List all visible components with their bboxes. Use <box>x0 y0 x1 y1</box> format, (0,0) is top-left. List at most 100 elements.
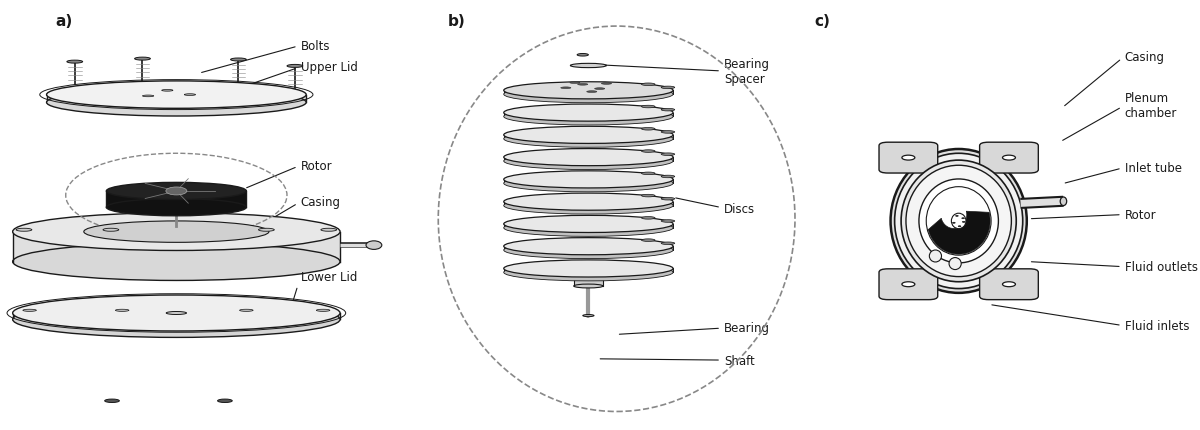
Polygon shape <box>504 135 673 139</box>
Circle shape <box>166 187 187 196</box>
Ellipse shape <box>504 109 673 126</box>
FancyBboxPatch shape <box>979 269 1038 300</box>
Circle shape <box>902 282 914 287</box>
Polygon shape <box>504 91 673 95</box>
Ellipse shape <box>906 166 1012 277</box>
Text: c): c) <box>814 14 830 29</box>
Ellipse shape <box>504 197 673 215</box>
Ellipse shape <box>84 221 269 243</box>
Ellipse shape <box>919 180 998 263</box>
Text: Bolts: Bolts <box>202 40 330 73</box>
Circle shape <box>953 223 955 224</box>
Ellipse shape <box>230 59 246 62</box>
Text: Shaft: Shaft <box>600 354 755 367</box>
Ellipse shape <box>504 131 673 148</box>
Ellipse shape <box>23 310 36 312</box>
Ellipse shape <box>583 315 594 317</box>
Ellipse shape <box>642 150 655 153</box>
Circle shape <box>902 156 914 161</box>
Ellipse shape <box>661 220 674 223</box>
Ellipse shape <box>504 153 673 170</box>
Text: a): a) <box>55 14 73 29</box>
Ellipse shape <box>115 310 128 312</box>
Ellipse shape <box>1061 197 1067 206</box>
Ellipse shape <box>504 105 673 122</box>
Polygon shape <box>47 95 306 103</box>
Ellipse shape <box>570 64 606 68</box>
Ellipse shape <box>134 58 150 61</box>
Ellipse shape <box>661 243 674 245</box>
Ellipse shape <box>574 284 604 288</box>
Ellipse shape <box>577 84 588 86</box>
Ellipse shape <box>661 176 674 178</box>
Ellipse shape <box>13 302 340 338</box>
Ellipse shape <box>107 183 246 200</box>
Ellipse shape <box>13 213 340 251</box>
Ellipse shape <box>240 310 253 312</box>
Text: Discs: Discs <box>676 199 755 215</box>
Circle shape <box>1002 156 1015 161</box>
Text: Rotor: Rotor <box>247 160 332 188</box>
Circle shape <box>959 226 961 227</box>
Ellipse shape <box>570 83 580 84</box>
Circle shape <box>962 222 965 223</box>
Ellipse shape <box>661 131 674 134</box>
Polygon shape <box>504 224 673 228</box>
Ellipse shape <box>926 187 991 255</box>
Ellipse shape <box>504 260 673 277</box>
Ellipse shape <box>504 86 673 104</box>
Text: Fluid outlets: Fluid outlets <box>1032 261 1198 273</box>
Ellipse shape <box>504 242 673 259</box>
Ellipse shape <box>642 239 655 242</box>
Ellipse shape <box>366 241 382 250</box>
Polygon shape <box>504 269 673 273</box>
Polygon shape <box>504 158 673 162</box>
Ellipse shape <box>642 128 655 131</box>
Polygon shape <box>504 180 673 184</box>
Ellipse shape <box>901 161 1016 282</box>
Ellipse shape <box>13 295 340 331</box>
Ellipse shape <box>661 154 674 156</box>
Text: Fluid inlets: Fluid inlets <box>992 305 1189 332</box>
Ellipse shape <box>217 399 233 402</box>
Ellipse shape <box>47 82 306 109</box>
FancyBboxPatch shape <box>880 269 937 300</box>
Ellipse shape <box>67 61 83 64</box>
Ellipse shape <box>890 150 1027 293</box>
Polygon shape <box>504 202 673 206</box>
Ellipse shape <box>661 87 674 89</box>
Ellipse shape <box>16 229 32 232</box>
Ellipse shape <box>949 258 961 270</box>
Ellipse shape <box>107 199 246 216</box>
Ellipse shape <box>504 83 673 100</box>
Polygon shape <box>504 247 673 250</box>
Ellipse shape <box>185 95 196 96</box>
Ellipse shape <box>504 194 673 211</box>
Ellipse shape <box>642 84 655 86</box>
Ellipse shape <box>574 275 604 279</box>
Ellipse shape <box>929 250 942 262</box>
Polygon shape <box>107 191 246 208</box>
Ellipse shape <box>577 54 588 57</box>
Circle shape <box>955 216 959 217</box>
Ellipse shape <box>258 229 275 232</box>
FancyBboxPatch shape <box>979 143 1038 174</box>
Ellipse shape <box>317 310 330 312</box>
Text: Bearing
Spacer: Bearing Spacer <box>598 58 770 86</box>
Text: Plenum
chamber: Plenum chamber <box>1063 92 1177 141</box>
Ellipse shape <box>661 109 674 112</box>
Ellipse shape <box>642 172 655 175</box>
Ellipse shape <box>504 175 673 192</box>
Ellipse shape <box>642 106 655 108</box>
Ellipse shape <box>895 154 1022 289</box>
Ellipse shape <box>601 83 612 85</box>
Ellipse shape <box>587 92 596 93</box>
Text: Casing: Casing <box>1064 50 1165 107</box>
Ellipse shape <box>504 216 673 233</box>
Ellipse shape <box>504 238 673 255</box>
Ellipse shape <box>504 220 673 237</box>
Ellipse shape <box>504 172 673 188</box>
Ellipse shape <box>661 198 674 200</box>
Ellipse shape <box>13 243 340 281</box>
Ellipse shape <box>504 149 673 166</box>
